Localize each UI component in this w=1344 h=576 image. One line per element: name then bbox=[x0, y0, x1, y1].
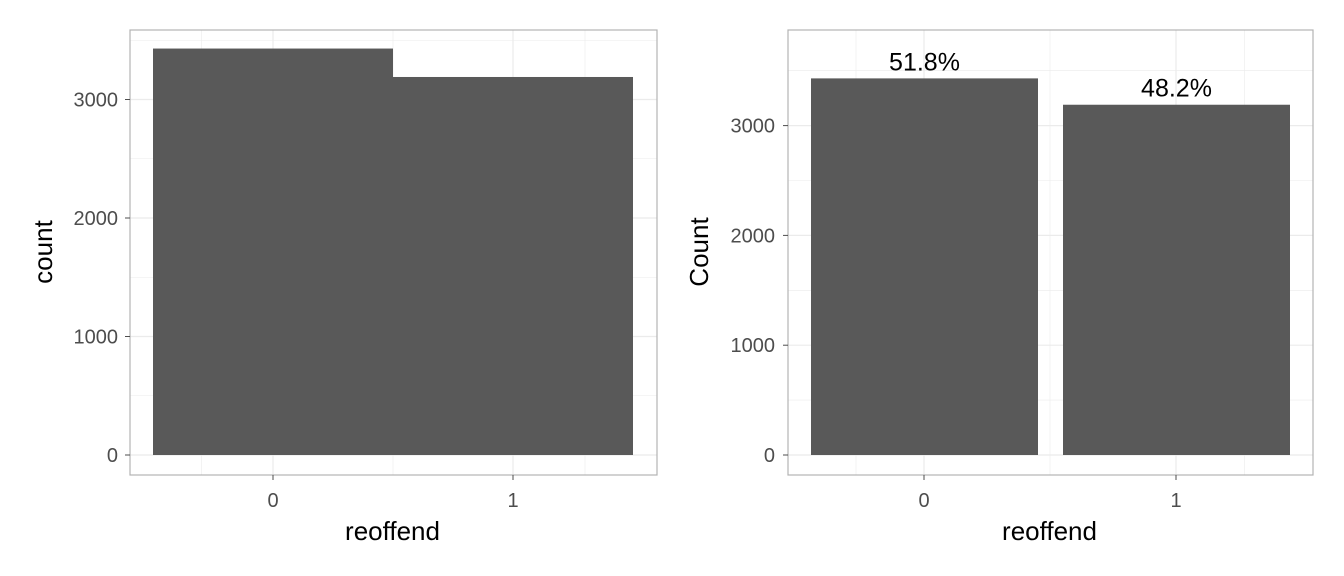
x-tick-label: 1 bbox=[1170, 490, 1181, 512]
y-tick-label: 0 bbox=[764, 445, 775, 467]
left-y-axis: 0 1000 2000 3000 bbox=[74, 90, 130, 467]
right-bars bbox=[811, 78, 1290, 456]
y-tick-label: 0 bbox=[107, 445, 118, 467]
y-tick-label: 2000 bbox=[731, 225, 776, 247]
right-panel-border bbox=[787, 29, 1314, 476]
data-label: 51.8% bbox=[889, 48, 960, 76]
right-y-axis-title: Count bbox=[684, 217, 714, 287]
left-y-axis-title: count bbox=[28, 219, 58, 283]
left-x-axis-title: reoffend bbox=[345, 516, 440, 546]
bar-1 bbox=[393, 76, 633, 456]
y-tick-label: 2000 bbox=[74, 208, 119, 230]
right-y-axis: 0 1000 2000 3000 bbox=[731, 116, 788, 467]
bar-0 bbox=[153, 48, 393, 456]
y-tick-label: 3000 bbox=[74, 90, 119, 112]
y-tick-label: 3000 bbox=[731, 116, 776, 138]
y-tick-label: 1000 bbox=[731, 335, 776, 357]
x-tick-label: 1 bbox=[507, 490, 518, 512]
left-bars bbox=[153, 48, 633, 456]
data-label: 48.2% bbox=[1141, 75, 1212, 103]
right-data-labels: 51.8% 48.2% bbox=[889, 48, 1212, 102]
y-tick-label: 1000 bbox=[74, 327, 119, 349]
bar-1 bbox=[1063, 104, 1290, 455]
right-x-axis-title: reoffend bbox=[1002, 516, 1097, 546]
left-panel-border bbox=[129, 29, 658, 476]
x-tick-label: 0 bbox=[918, 490, 929, 512]
x-tick-label: 0 bbox=[267, 490, 278, 512]
bar-0 bbox=[811, 78, 1038, 456]
